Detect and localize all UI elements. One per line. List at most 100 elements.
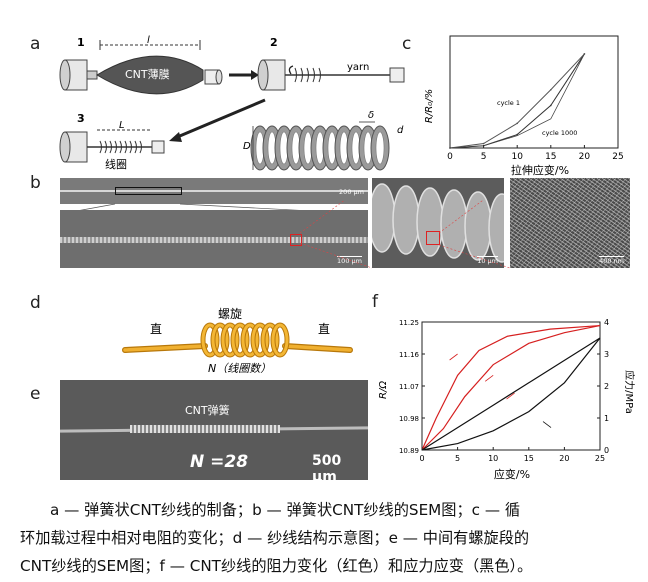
- f-ytick-left-label: 10.98: [399, 415, 419, 423]
- helix-turn-highlight: [211, 323, 229, 357]
- c-xlabel: 拉伸应变/%: [511, 163, 569, 177]
- f-ytick-left-label: 11.25: [399, 319, 419, 327]
- c-annotation-cycle1000: cycle 1000: [542, 129, 577, 137]
- panel-f-letter: f: [372, 292, 378, 312]
- f-direction-arrow: [484, 375, 494, 382]
- caption-line-3: CNT纱线的SEM图；f — CNT纱线的阻力变化（红色）和应力应变（黑色）。: [20, 557, 533, 575]
- c-xtick-label: 0: [447, 152, 453, 162]
- c-xtick-label: 15: [545, 152, 556, 162]
- c-xtick-label: 20: [579, 152, 591, 162]
- c-ylabel: R/R₀/%: [424, 89, 435, 123]
- sem-overview: 200 μm: [60, 178, 368, 204]
- c-xtick-label: 5: [481, 152, 487, 162]
- f-xtick-label: 25: [595, 454, 605, 463]
- c-point: [516, 133, 518, 136]
- c-point: [550, 88, 552, 91]
- step1-rotor: [59, 59, 98, 91]
- sem-main-scale: 100 μm: [337, 256, 362, 265]
- f-series-stress-unload: [421, 337, 601, 451]
- f-ytick-right-label: 4: [604, 318, 609, 327]
- f-xtick-label: 0: [419, 454, 424, 463]
- helix-turn-highlight: [201, 323, 219, 357]
- panel-c-letter: c: [402, 34, 412, 54]
- f-ylabel-right: 应力/MPa: [623, 370, 636, 414]
- f-plot-frame: [421, 321, 601, 451]
- caption-line-2: 环加载过程中相对电阻的变化；d — 纱线结构示意图；e — 中间有螺旋段的: [20, 529, 530, 547]
- D-label: D: [243, 141, 251, 152]
- f-series-unloading: [421, 324, 601, 451]
- helix-turn-highlight: [241, 323, 259, 357]
- step1-spool: [204, 69, 223, 85]
- f-xtick-label: 10: [488, 454, 498, 463]
- sem-main: 100 μm: [60, 210, 368, 268]
- step3-rotor: [59, 131, 88, 163]
- cnt-film-label: CNT薄膜: [125, 67, 170, 81]
- sem-spring-n: N =28: [190, 452, 249, 472]
- straight-left-label: 直: [150, 322, 162, 336]
- straight-right-label: 直: [318, 322, 330, 336]
- c-plot-frame: [449, 35, 619, 149]
- sem-zoom-scale: 10 μm: [477, 256, 498, 265]
- step2-rotor: [257, 59, 286, 91]
- f-direction-arrow: [506, 392, 515, 400]
- helix-turn-highlight: [251, 323, 269, 357]
- coil-zoom-drawing: [372, 183, 504, 263]
- c-series-return: [449, 53, 585, 149]
- step-2: 2: [270, 36, 278, 49]
- f-ylabel-left: R/Ω: [378, 381, 389, 399]
- delta-label: δ: [368, 110, 374, 121]
- helix-turn-highlight: [221, 323, 239, 357]
- f-ytick-left-label: 10.89: [399, 447, 419, 455]
- figure-caption: a — 弹簧状CNT纱线的制备；b — 弹簧状CNT纱线的SEM图；c — 循 …: [20, 496, 632, 580]
- f-series-loading: [421, 324, 601, 451]
- spring-coil-inner: [375, 131, 385, 165]
- helix-turn-highlight: [231, 323, 249, 357]
- f-series-stress-load: [421, 337, 601, 451]
- panel-b-letter: b: [30, 173, 41, 193]
- c-xtick-label: 10: [511, 152, 523, 162]
- panel-a-letter: a: [30, 34, 41, 54]
- helix-coils: [200, 322, 290, 358]
- yarn-label: yarn: [347, 62, 369, 73]
- sem-fibers-scale: 400 nm: [599, 256, 624, 265]
- chart-f: 0 5 10 15 20 25 10.89 10.98 11.07 11.16 11.25 0 1 2 3 4…: [378, 318, 636, 481]
- sem-overview-scale: 200 μm: [339, 188, 364, 196]
- helix-turn-highlight: [261, 323, 279, 357]
- f-direction-arrow: [542, 421, 552, 428]
- chart-c: 0 5 10 15 20 25 cycle 1 cycle 1000 拉伸应变/% R/R…: [424, 35, 624, 177]
- zoom-lines-red: [299, 200, 511, 269]
- length-L-label: L: [119, 120, 125, 131]
- c-xtick-label: 25: [612, 152, 623, 162]
- yarn-structure-diagram: 直 螺旋 直 N（线圈数）: [122, 307, 353, 375]
- sem-zoom-coil: 10 μm: [372, 178, 504, 268]
- f-direction-arrow: [449, 353, 458, 361]
- step3-coil: [87, 140, 165, 154]
- c-point: [482, 142, 485, 145]
- f-ytick-left-label: 11.16: [399, 351, 420, 359]
- sem-spring-title: CNT弹簧: [185, 404, 230, 417]
- f-xlabel: 应变/%: [494, 467, 530, 481]
- c-annotation-cycle1: cycle 1: [497, 99, 520, 107]
- f-ytick-right-label: 2: [604, 382, 609, 391]
- sem-spring-yarn: CNT弹簧 N =28 500 μm: [60, 380, 368, 480]
- sem-fibers: 400 nm: [510, 178, 630, 268]
- arrow-2-3: [174, 98, 266, 140]
- step-1: 1: [77, 36, 85, 49]
- f-xtick-label: 5: [455, 454, 460, 463]
- f-xtick-label: 20: [559, 454, 569, 463]
- coil-label: 线圈: [105, 157, 127, 171]
- f-ytick-right-label: 1: [604, 414, 609, 423]
- f-ytick-left-label: 11.07: [399, 383, 419, 391]
- n-coil-label: N（线圈数）: [208, 362, 271, 375]
- step-3: 3: [77, 112, 85, 125]
- c-point: [516, 122, 518, 125]
- helix-turn-highlight: [271, 323, 289, 357]
- f-ytick-right-label: 0: [604, 446, 609, 455]
- spring-detail: [250, 121, 390, 171]
- f-xtick-label: 15: [524, 454, 534, 463]
- c-point: [550, 104, 552, 107]
- d-label: d: [397, 125, 404, 136]
- cnt-film-shape: [96, 55, 204, 95]
- panel-d-letter: d: [30, 293, 41, 313]
- coil-zoom-turn: [488, 193, 504, 263]
